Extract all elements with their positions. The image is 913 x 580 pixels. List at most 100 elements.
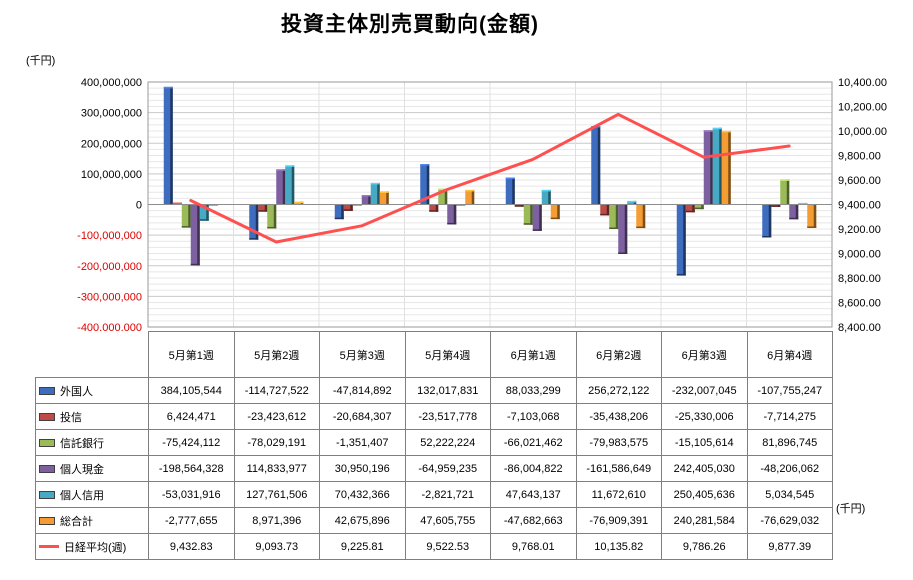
- value-cell: 250,405,636: [661, 481, 748, 508]
- chart-bar: [447, 204, 457, 225]
- legend-label-cell: 信託銀行: [35, 429, 149, 456]
- chart-bar: [199, 204, 209, 221]
- chart-bar: [550, 204, 560, 220]
- right-axis-unit-label: (千円): [836, 503, 866, 515]
- chart-bar: [370, 182, 380, 205]
- axis-tick-labels: -400,000,000-300,000,000-200,000,000-100…: [77, 77, 887, 334]
- left-axis-tick: 0: [136, 200, 142, 212]
- legend-label-cell: 投信: [35, 403, 149, 430]
- chart-bar: [163, 86, 173, 205]
- series-name: 外国人: [60, 385, 93, 398]
- chart-bar: [267, 204, 277, 229]
- week-header: 5月第3週: [319, 331, 406, 378]
- value-cell: 242,405,030: [661, 455, 748, 482]
- value-cell: -15,105,614: [661, 429, 748, 456]
- right-axis-tick: 10,400.00: [838, 77, 887, 89]
- chart-canvas: -400,000,000-300,000,000-200,000,000-100…: [77, 77, 887, 334]
- value-cell: 5,034,545: [746, 481, 833, 508]
- value-cell: 81,896,745: [746, 429, 833, 456]
- left-axis-tick: 200,000,000: [81, 138, 142, 150]
- chart-bar: [285, 165, 295, 205]
- legend-marker: [39, 464, 55, 473]
- chart-bar: [609, 204, 619, 229]
- value-cell: 9,786.26: [661, 533, 748, 560]
- value-cell: -161,586,649: [575, 455, 662, 482]
- chart-bar: [379, 191, 389, 205]
- value-cell: 42,675,896: [319, 507, 406, 534]
- week-header: 6月第4週: [746, 331, 833, 378]
- chart-bar: [429, 204, 439, 212]
- value-cell: -25,330,006: [661, 403, 748, 430]
- value-cell: 8,971,396: [233, 507, 320, 534]
- chart-bar: [618, 204, 628, 254]
- week-header: 6月第3週: [661, 331, 748, 378]
- value-cell: -20,684,307: [319, 403, 406, 430]
- series-name: 総合計: [60, 515, 93, 528]
- value-cell: -7,103,068: [490, 403, 577, 430]
- chart-bar: [181, 204, 191, 228]
- chart-bar: [172, 202, 182, 205]
- value-cell: -232,007,045: [661, 377, 748, 404]
- table-row: 信託銀行 -75,424,112 -78,029,191 -1,351,407 52,2…: [35, 429, 833, 456]
- plot-border: [147, 81, 833, 328]
- table-row: 総合計 -2,777,655 8,971,396 42,675,896 47,605,7…: [35, 507, 833, 534]
- chart-bar: [258, 204, 268, 212]
- right-axis-tick: 8,800.00: [838, 273, 881, 285]
- value-cell: -86,004,822: [490, 455, 577, 482]
- series-name: 信託銀行: [60, 437, 104, 450]
- chart-bar: [712, 127, 722, 205]
- right-axis-tick: 8,600.00: [838, 298, 881, 310]
- week-header: 5月第2週: [233, 331, 320, 378]
- value-cell: -107,755,247: [746, 377, 833, 404]
- chart-bar: [532, 204, 542, 231]
- value-cell: -76,909,391: [575, 507, 662, 534]
- value-cell: -64,959,235: [404, 455, 491, 482]
- chart-bar: [334, 204, 344, 220]
- chart-bar: [208, 204, 218, 206]
- chart-bar: [420, 164, 430, 205]
- chart-bar: [541, 189, 551, 205]
- chart-bar: [505, 177, 515, 205]
- value-cell: 127,761,506: [233, 481, 320, 508]
- week-header: 6月第2週: [575, 331, 662, 378]
- chart-bar: [703, 130, 713, 205]
- value-cell: -1,351,407: [319, 429, 406, 456]
- legend-label-cell: 個人現金: [35, 455, 149, 482]
- chart-bar: [456, 204, 466, 206]
- left-axis-tick: -300,000,000: [77, 291, 142, 303]
- week-header: 5月第1週: [148, 331, 235, 378]
- value-cell: 9,877.39: [746, 533, 833, 560]
- value-cell: -79,983,575: [575, 429, 662, 456]
- legend-marker: [39, 490, 55, 499]
- value-cell: 11,672,610: [575, 481, 662, 508]
- value-cell: 47,605,755: [404, 507, 491, 534]
- chart-bar: [721, 130, 731, 205]
- value-cell: 9,093.73: [233, 533, 320, 560]
- chart-bar: [591, 126, 601, 205]
- right-axis-tick: 9,200.00: [838, 224, 881, 236]
- chart-bar: [276, 169, 286, 205]
- chart-bar: [676, 204, 686, 276]
- value-cell: -2,821,721: [404, 481, 491, 508]
- value-cell: -35,438,206: [575, 403, 662, 430]
- chart-bar: [249, 204, 259, 240]
- value-cell: -76,629,032: [746, 507, 833, 534]
- legend-marker: [39, 516, 55, 525]
- chart-bar: [600, 204, 610, 216]
- right-axis-tick: 8,400.00: [838, 322, 881, 334]
- gridlines: [147, 81, 833, 328]
- value-cell: -114,727,522: [233, 377, 320, 404]
- series-name: 個人現金: [60, 463, 104, 476]
- table-row: 日経平均(週) 9,432.83 9,093.73 9,225.81 9,522.53 9…: [35, 533, 833, 560]
- line-legend-marker: [39, 545, 59, 548]
- chart-bar: [780, 179, 790, 205]
- series-name: 日経平均(週): [64, 541, 127, 554]
- legend-label-cell: 個人信用: [35, 481, 149, 508]
- left-axis-tick: 400,000,000: [81, 77, 142, 89]
- chart-data-table: 5月第1週 5月第2週 5月第3週 5月第4週 6月第1週 6月第2週 6月第3週 6月第4週…: [35, 331, 833, 560]
- corner-cell: [35, 331, 149, 378]
- chart-bar: [771, 204, 781, 207]
- table-row: 外国人 384,105,544 -114,727,522 -47,814,892 132…: [35, 377, 833, 404]
- legend-label-cell: 日経平均(週): [35, 533, 149, 560]
